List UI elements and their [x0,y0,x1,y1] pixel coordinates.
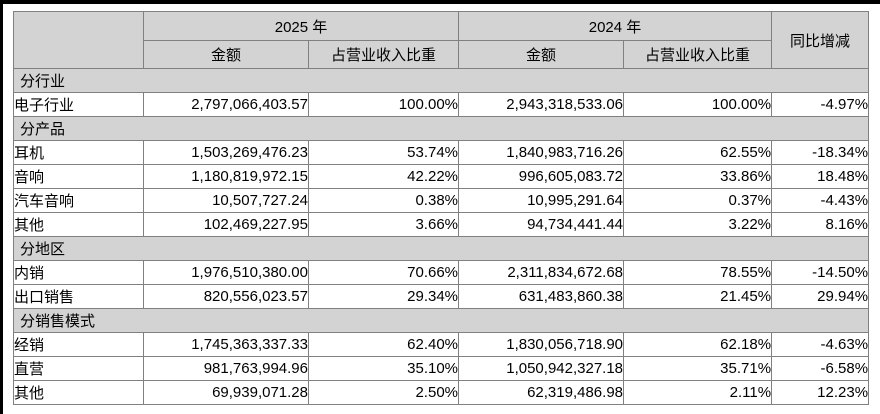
cell-amount-2025: 2,797,066,403.57 [143,92,309,117]
header-row-years: 2025 年 2024 年 同比增减 [13,11,870,69]
cell-amount-2025: 1,976,510,380.00 [143,260,309,285]
cell-yoy: 29.94% [771,284,870,309]
cell-amount-2024: 631,483,860.38 [458,284,625,309]
data-row-direct-sales: 直营 981,763,994.96 35.10% 1,050,942,327.1… [13,356,870,381]
cell-yoy: 12.23% [771,380,870,405]
data-row-export-sales: 出口销售 820,556,023.57 29.34% 631,483,860.3… [13,284,870,309]
cell-ratio-2024: 33.86% [623,164,773,189]
cell-ratio-2025: 53.74% [307,140,460,165]
row-label: 其他 [13,380,144,405]
cell-amount-2024: 2,311,834,672.68 [458,260,625,285]
cell-ratio-2025: 29.34% [307,284,460,309]
section-label: 分地区 [12,236,870,261]
cell-amount-2024: 2,943,318,533.06 [458,92,625,117]
row-label: 耳机 [13,140,144,165]
cell-yoy: 8.16% [771,212,870,237]
cell-amount-2024: 1,050,942,327.18 [458,356,625,381]
cell-ratio-2025: 0.38% [307,188,460,213]
data-row-domestic-sales: 内销 1,976,510,380.00 70.66% 2,311,834,672… [13,260,870,285]
cell-ratio-2024: 35.71% [623,356,773,381]
row-label: 经销 [13,332,144,357]
cell-ratio-2024: 0.37% [623,188,773,213]
row-label: 音响 [13,164,144,189]
cell-ratio-2025: 42.22% [307,164,460,189]
header-amount-2025: 金额 [143,40,309,69]
header-yoy-change: 同比增减 [771,11,870,69]
section-row-by-region: 分地区 [12,236,870,261]
row-label: 汽车音响 [13,188,144,213]
cell-amount-2024: 62,319,486.98 [458,380,625,405]
cell-ratio-2024: 2.11% [623,380,773,405]
section-label: 分销售模式 [12,308,870,333]
row-label: 直营 [13,356,144,381]
cell-amount-2025: 1,180,819,972.15 [143,164,309,189]
cell-amount-2025: 1,745,363,337.33 [143,332,309,357]
header-corner-cell [13,11,144,69]
cell-amount-2025: 1,503,269,476.23 [143,140,309,165]
section-label: 分行业 [12,68,870,93]
cell-ratio-2024: 78.55% [623,260,773,285]
section-row-by-sales-model: 分销售模式 [12,308,870,333]
data-row-speakers: 音响 1,180,819,972.15 42.22% 996,605,083.7… [13,164,870,189]
cell-yoy: -4.97% [771,92,870,117]
header-revenue-ratio-2025: 占营业收入比重 [307,40,460,69]
header-row-metrics: 金额 占营业收入比重 金额 占营业收入比重 [14,40,869,69]
row-label: 电子行业 [13,92,144,117]
section-row-by-industry: 分行业 [12,68,870,93]
cell-amount-2024: 10,995,291.64 [458,188,625,213]
top-black-border [0,0,880,4]
cell-ratio-2025: 2.50% [307,380,460,405]
cell-yoy: -4.63% [771,332,870,357]
cell-ratio-2025: 62.40% [307,332,460,357]
cell-amount-2025: 820,556,023.57 [143,284,309,309]
cell-amount-2025: 102,469,227.95 [143,212,309,237]
data-row-car-audio: 汽车音响 10,507,727.24 0.38% 10,995,291.64 0… [13,188,870,213]
cell-ratio-2025: 35.10% [307,356,460,381]
cell-ratio-2025: 3.66% [307,212,460,237]
section-label: 分产品 [12,116,870,141]
cell-amount-2024: 996,605,083.72 [458,164,625,189]
data-row-distribution: 经销 1,745,363,337.33 62.40% 1,830,056,718… [13,332,870,357]
row-label: 内销 [13,260,144,285]
row-label: 出口销售 [13,284,144,309]
cell-ratio-2024: 100.00% [623,92,773,117]
cell-amount-2025: 10,507,727.24 [143,188,309,213]
header-amount-2024: 金额 [458,40,625,69]
cell-yoy: -18.34% [771,140,870,165]
cell-amount-2025: 69,939,071.28 [143,380,309,405]
cell-amount-2025: 981,763,994.96 [143,356,309,381]
cell-ratio-2024: 21.45% [623,284,773,309]
header-revenue-ratio-2024: 占营业收入比重 [623,40,773,69]
revenue-breakdown-table: 2025 年 2024 年 同比增减 金额 占营业收入比重 金额 占营业收入比重… [12,11,870,405]
cell-yoy: -4.43% [771,188,870,213]
cell-ratio-2025: 100.00% [307,92,460,117]
cell-ratio-2024: 62.55% [623,140,773,165]
row-label: 其他 [13,212,144,237]
section-row-by-product: 分产品 [12,116,870,141]
cell-yoy: -6.58% [771,356,870,381]
data-row-earphones: 耳机 1,503,269,476.23 53.74% 1,840,983,716… [13,140,870,165]
cell-yoy: -14.50% [771,260,870,285]
cell-ratio-2025: 70.66% [307,260,460,285]
cell-ratio-2024: 62.18% [623,332,773,357]
data-row-model-other: 其他 69,939,071.28 2.50% 62,319,486.98 2.1… [13,380,870,405]
left-black-border [0,0,3,414]
data-row-product-other: 其他 102,469,227.95 3.66% 94,734,441.44 3.… [13,212,870,237]
cell-amount-2024: 1,830,056,718.90 [458,332,625,357]
header-year-2025: 2025 年 [142,11,460,41]
cell-amount-2024: 94,734,441.44 [458,212,625,237]
cell-yoy: 18.48% [771,164,870,189]
cell-ratio-2024: 3.22% [623,212,773,237]
header-year-2024: 2024 年 [458,11,773,41]
data-row-electronics: 电子行业 2,797,066,403.57 100.00% 2,943,318,… [13,92,870,117]
cell-amount-2024: 1,840,983,716.26 [458,140,625,165]
